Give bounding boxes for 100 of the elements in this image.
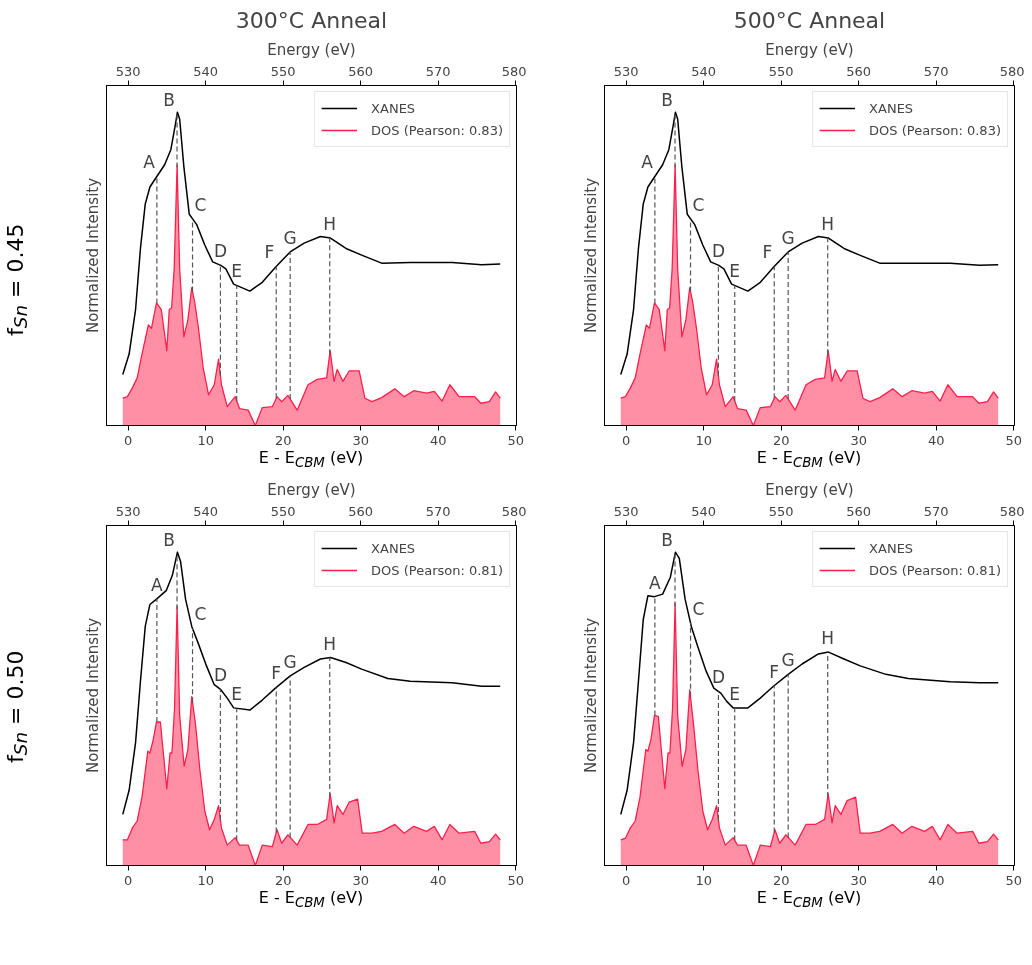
ref-line-label: A [151,574,164,595]
x2-tick-label: 530 [613,63,639,79]
x2-tick-label: 530 [115,63,141,79]
ref-line-label: F [271,663,282,684]
x2-tick-label: 560 [348,503,374,519]
x2-tick-label: 560 [846,503,872,519]
legend-label: DOS (Pearson: 0.83) [371,122,503,138]
legend-label: XANES [371,100,416,116]
ref-line-label: D [711,241,725,262]
x-tick-label: 20 [274,432,292,448]
ref-line-label: G [283,651,297,672]
x-tick-label: 50 [507,872,524,888]
x-tick-label: 40 [429,432,447,448]
ref-line-label: F [762,242,773,263]
ref-line-label: D [213,665,227,686]
ref-line-label: E [231,261,243,282]
x2-tick-label: 540 [193,503,219,519]
ref-line-label: A [641,152,654,173]
x-tick-label: 30 [352,432,369,448]
x2-axis-title: Energy (eV) [765,480,854,499]
x-tick-label: 10 [197,432,214,448]
x2-tick-label: 580 [501,503,527,519]
x2-tick-label: 560 [846,63,872,79]
ref-line-label: B [163,90,176,111]
legend-label: DOS (Pearson: 0.81) [371,562,503,578]
x2-tick-label: 570 [923,503,949,519]
chart-title: 500°C Anneal [733,7,886,33]
x2-tick-label: 530 [115,503,141,519]
x-tick-label: 50 [507,432,524,448]
x2-tick-label: 550 [270,503,296,519]
y-axis-title: Normalized Intensity [83,617,102,774]
ref-line-label: E [729,683,741,704]
y-axis-title: Normalized Intensity [83,177,102,334]
ref-line-label: F [769,661,780,682]
ref-line-label: C [194,604,207,625]
x-tick-label: 0 [124,432,133,448]
x-tick-label: 40 [927,872,945,888]
ref-line-label: H [821,628,835,649]
ref-line-label: B [661,90,674,111]
x-tick-label: 40 [927,432,945,448]
legend-label: DOS (Pearson: 0.83) [869,122,1001,138]
x-tick-label: 30 [850,872,867,888]
legend-label: DOS (Pearson: 0.81) [869,562,1001,578]
ref-line-label: G [781,650,795,671]
ref-line-label: B [163,529,176,550]
ref-line-label: A [649,572,662,593]
x-tick-label: 0 [622,872,631,888]
ref-line-label: H [821,213,835,234]
x2-tick-label: 550 [768,63,794,79]
x-tick-label: 0 [124,872,133,888]
x2-tick-label: 580 [999,503,1025,519]
chart-title: 300°C Anneal [235,7,388,33]
ref-line-label: H [323,633,337,654]
legend-label: XANES [869,540,914,556]
ref-line-label: E [729,261,741,282]
x2-tick-label: 540 [193,63,219,79]
x-axis-title: E - E$_{CBM}$ (eV) [258,447,364,473]
x-axis-title: E - E$_{CBM}$ (eV) [258,887,364,913]
ref-line-label: C [194,194,207,215]
ref-line-label: G [781,227,795,248]
ref-line-label: C [692,599,705,619]
x-tick-label: 50 [1005,872,1022,888]
x-tick-label: 10 [695,872,712,888]
x-tick-label: 20 [772,872,790,888]
x-tick-label: 20 [772,432,790,448]
x-tick-label: 10 [197,872,214,888]
ref-line-label: D [213,241,227,262]
ref-line-label: A [143,152,156,173]
x2-tick-label: 580 [999,63,1025,79]
x-axis-title: E - E$_{CBM}$ (eV) [756,887,862,913]
ref-line-label: F [264,242,275,263]
x2-tick-label: 540 [691,503,717,519]
x2-tick-label: 580 [501,63,527,79]
x2-tick-label: 530 [613,503,639,519]
ref-line-label: C [692,194,705,215]
x2-axis-title: Energy (eV) [765,40,854,59]
ref-line-label: D [711,667,725,688]
x2-tick-label: 550 [768,503,794,519]
legend-label: XANES [869,100,914,116]
x2-tick-label: 540 [691,63,717,79]
x-axis-title: E - E$_{CBM}$ (eV) [756,447,862,473]
ref-line-label: G [283,227,297,248]
legend-label: XANES [371,540,416,556]
x-tick-label: 30 [352,872,369,888]
x-tick-label: 20 [274,872,292,888]
x-tick-label: 30 [850,432,867,448]
x2-tick-label: 550 [270,63,296,79]
ref-line-label: E [231,684,243,705]
x-tick-label: 10 [695,432,712,448]
x2-tick-label: 560 [348,63,374,79]
y-axis-title: Normalized Intensity [581,177,600,334]
x-tick-label: 40 [429,872,447,888]
x2-tick-label: 570 [923,63,949,79]
x2-tick-label: 570 [425,503,451,519]
ref-line-label: H [323,213,337,234]
ref-line-label: B [661,530,674,551]
x2-axis-title: Energy (eV) [267,40,356,59]
y-axis-title: Normalized Intensity [581,617,600,774]
x2-tick-label: 570 [425,63,451,79]
x-tick-label: 50 [1005,432,1022,448]
